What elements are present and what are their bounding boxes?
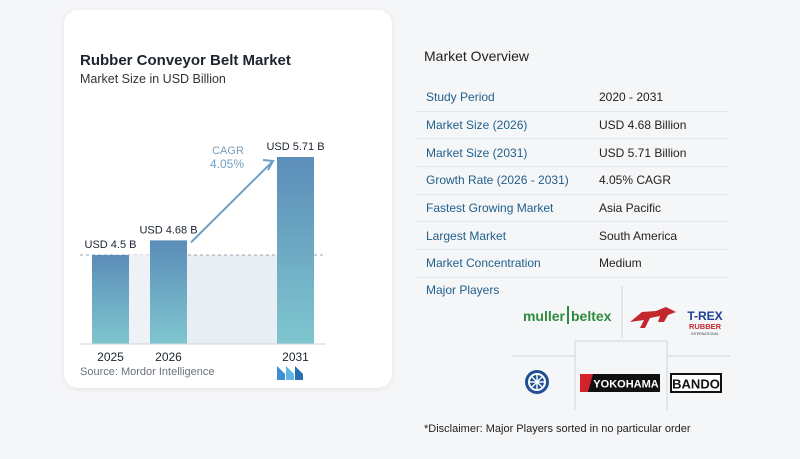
chart-title: Rubber Conveyor Belt Market	[80, 52, 291, 69]
row-label: Study Period	[426, 90, 495, 105]
overview-row: Largest Market South America	[416, 222, 728, 251]
emblem-wheel-logo	[525, 370, 549, 394]
row-value: South America	[599, 228, 678, 243]
row-value: 4.05% CAGR	[599, 173, 672, 188]
x-tick-label: 2026	[155, 350, 182, 364]
row-label: Market Concentration	[426, 256, 541, 271]
cagr-label: CAGR	[212, 145, 244, 157]
svg-text:INTERNATIONAL: INTERNATIONAL	[691, 332, 719, 336]
x-tick-label: 2031	[282, 350, 309, 364]
svg-text:muller: muller	[523, 308, 566, 324]
row-value: 2020 - 2031	[599, 90, 664, 105]
bando-logo: BANDO	[670, 373, 722, 393]
chart-source: Source: Mordor Intelligence	[80, 366, 215, 378]
cagr-shade-area	[187, 254, 277, 344]
overview-row: Market Size (2031) USD 5.71 Billion	[416, 139, 728, 168]
bar-value-label: USD 4.5 B	[85, 239, 137, 251]
bar-chart: USD 4.5 B 2025 USD 4.68 B 2026 USD 5.71 B 203…	[80, 141, 326, 364]
chart-subtitle: Market Size in USD Billion	[80, 72, 226, 86]
overview-row: Fastest Growing Market Asia Pacific	[416, 195, 728, 223]
svg-text:T-REX: T-REX	[687, 309, 722, 323]
row-value: USD 5.71 Billion	[599, 145, 687, 160]
trex-rubber-logo: T-REX RUBBER INTERNATIONAL	[630, 307, 723, 336]
overview-title: Market Overview	[424, 48, 530, 64]
row-label: Market Size (2026)	[426, 118, 528, 133]
gap-shade	[129, 254, 150, 344]
row-value: Asia Pacific	[599, 201, 662, 216]
row-label: Fastest Growing Market	[426, 201, 554, 216]
bar-2025	[92, 254, 129, 344]
row-value: USD 4.68 Billion	[599, 118, 687, 133]
disclaimer: *Disclaimer: Major Players sorted in no …	[424, 423, 691, 435]
overview-row: Market Concentration Medium	[416, 250, 728, 278]
cagr-value: 4.05%	[210, 157, 244, 171]
muller-beltex-logo: muller beltex	[523, 306, 612, 324]
overview-table: Study Period 2020 - 2031 Market Size (20…	[416, 84, 728, 278]
yokohama-logo: YOKOHAMA	[580, 374, 660, 392]
bar-2031	[277, 157, 314, 344]
cagr-arrow	[190, 159, 275, 244]
mordor-logo-icon	[277, 366, 303, 380]
bar-2026	[150, 240, 187, 344]
major-players-title: Major Players	[426, 283, 500, 297]
svg-text:RUBBER: RUBBER	[689, 322, 722, 331]
row-label: Market Size (2031)	[426, 145, 528, 160]
svg-text:BANDO: BANDO	[672, 377, 720, 392]
bar-value-label: USD 4.68 B	[139, 224, 197, 236]
x-tick-label: 2025	[97, 350, 124, 364]
bar-value-label: USD 5.71 B	[266, 141, 324, 153]
row-label: Largest Market	[426, 228, 507, 243]
row-value: Medium	[599, 256, 642, 271]
row-label: Growth Rate (2026 - 2031)	[426, 173, 569, 188]
svg-text:YOKOHAMA: YOKOHAMA	[593, 379, 658, 391]
svg-text:beltex: beltex	[571, 308, 612, 324]
chart-card: Rubber Conveyor Belt Market Market Size …	[64, 10, 392, 388]
overview-row: Study Period 2020 - 2031	[416, 84, 728, 112]
overview-row: Market Size (2026) USD 4.68 Billion	[416, 112, 728, 140]
overview-row: Growth Rate (2026 - 2031) 4.05% CAGR	[416, 167, 728, 195]
